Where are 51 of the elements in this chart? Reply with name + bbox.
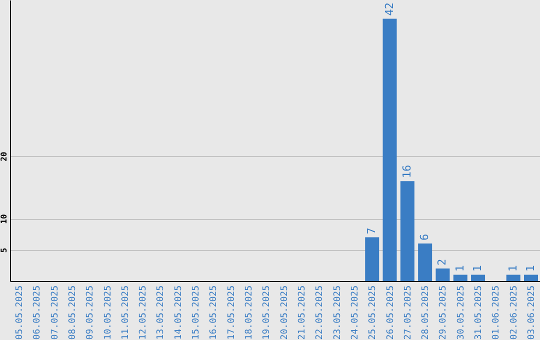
x-tick-label: 03.06.2025 <box>526 286 537 340</box>
bar <box>524 274 538 281</box>
data-label: 7 <box>365 228 378 234</box>
data-label: 1 <box>471 265 484 272</box>
x-tick-label: 28.05.2025 <box>421 286 432 340</box>
x-tick-label: 14.05.2025 <box>174 286 184 340</box>
bar <box>382 18 397 281</box>
data-label: 1 <box>506 265 520 272</box>
x-tick-label: 22.05.2025 <box>315 286 326 340</box>
y-tick-label: 5 <box>0 248 8 253</box>
x-tick-label: 26.05.2025 <box>386 286 396 340</box>
x-tick-label: 09.05.2025 <box>86 286 96 340</box>
x-tick-label: 08.05.2025 <box>68 286 78 340</box>
bar <box>453 274 468 281</box>
x-tick-label: 13.05.2025 <box>156 286 166 340</box>
bar <box>471 274 486 281</box>
bar <box>365 237 380 281</box>
bar <box>418 244 432 281</box>
y-tick-label: 20 <box>0 152 8 162</box>
x-tick-label: 30.05.2025 <box>456 286 466 340</box>
x-tick-label: 29.05.2025 <box>438 286 449 340</box>
x-tick-label: 15.05.2025 <box>192 286 202 340</box>
bar <box>436 268 450 281</box>
x-tick-label: 07.05.2025 <box>50 286 60 340</box>
x-tick-label: 31.05.2025 <box>474 286 484 340</box>
x-tick-label: 20.05.2025 <box>280 286 290 340</box>
x-tick-label: 06.05.2025 <box>32 286 43 340</box>
data-label: 1 <box>524 265 537 272</box>
x-tick-label: 02.06.2025 <box>509 286 520 340</box>
x-tick-label: 10.05.2025 <box>103 286 114 340</box>
data-label: 42 <box>382 2 396 16</box>
x-tick-label: 11.05.2025 <box>120 286 131 340</box>
data-label: 16 <box>400 164 414 178</box>
x-tick-label: 12.05.2025 <box>138 286 149 340</box>
y-tick-label: 10 <box>0 214 8 224</box>
x-tick-label: 01.06.2025 <box>492 286 502 340</box>
x-tick-label: 27.05.2025 <box>403 286 414 340</box>
x-tick-label: 19.05.2025 <box>262 286 272 340</box>
data-label: 2 <box>436 258 449 266</box>
x-tick-label: 24.05.2025 <box>350 286 360 340</box>
x-tick-label: 16.05.2025 <box>209 286 220 340</box>
x-tick-label: 17.05.2025 <box>226 286 237 340</box>
bar <box>506 274 520 281</box>
x-tick-label: 23.05.2025 <box>332 286 343 340</box>
x-tick-label: 25.05.2025 <box>368 286 378 340</box>
x-tick-label: 21.05.2025 <box>297 286 308 340</box>
data-label: 6 <box>418 234 432 241</box>
bar <box>400 181 414 281</box>
x-tick-label: 18.05.2025 <box>244 286 255 340</box>
x-tick-label: 05.05.2025 <box>15 286 26 340</box>
data-label: 1 <box>453 265 466 272</box>
